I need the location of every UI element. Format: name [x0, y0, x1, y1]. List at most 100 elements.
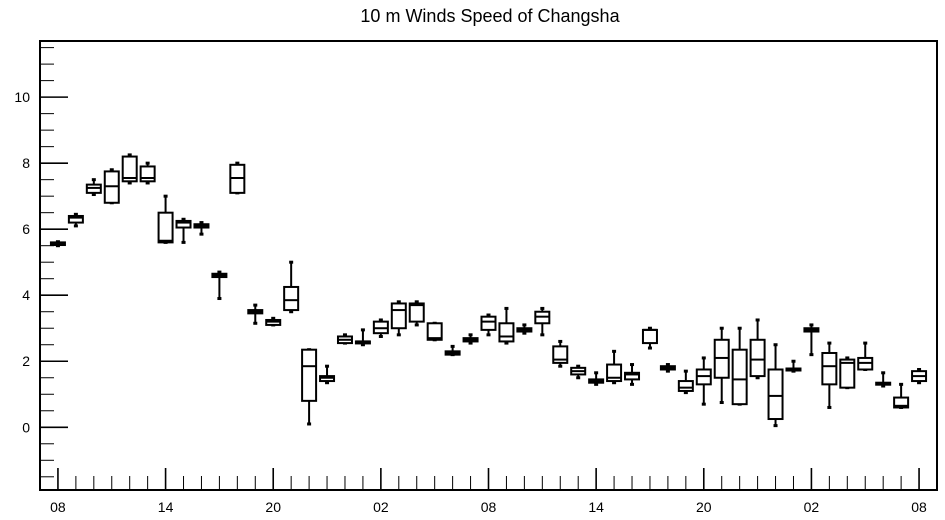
box-min-marker [127, 181, 132, 185]
box [301, 348, 318, 426]
box-max-marker [845, 356, 850, 360]
box-min-marker [612, 381, 617, 385]
box-min-marker [917, 381, 922, 385]
box [336, 333, 353, 345]
box-iqr [498, 322, 515, 343]
box [444, 344, 461, 357]
box [247, 303, 264, 325]
box [372, 318, 389, 338]
box-series [49, 153, 928, 428]
box [552, 339, 569, 368]
x-tick-label: 08 [911, 499, 927, 515]
box-max-marker [612, 349, 617, 353]
box [354, 328, 371, 347]
box-min-marker [683, 391, 688, 395]
box-min-marker [73, 224, 78, 228]
chart-title: 10 m Winds Speed of Changsha [360, 6, 620, 26]
box [283, 260, 300, 314]
box-max-marker [163, 194, 168, 198]
box [534, 306, 551, 337]
box-max-marker [289, 260, 294, 264]
box-min-marker [378, 334, 383, 338]
box-max-marker [755, 318, 760, 322]
box-min-marker [827, 405, 832, 409]
box-iqr [121, 155, 138, 183]
box-min-marker [755, 376, 760, 380]
box-iqr [839, 358, 856, 389]
box-iqr [390, 302, 407, 330]
box-min-marker [199, 232, 204, 236]
box [911, 367, 928, 385]
box-iqr [426, 322, 443, 341]
box-max-marker [665, 363, 670, 367]
box-min-marker [881, 384, 886, 388]
x-tick-label: 20 [696, 499, 712, 515]
box-max-marker [414, 300, 419, 304]
box [390, 300, 407, 337]
box [85, 178, 102, 197]
box [570, 364, 587, 380]
box-max-marker [325, 364, 330, 368]
box [498, 306, 515, 345]
box [588, 371, 605, 386]
box-max-marker [253, 303, 258, 307]
box-max-marker [594, 371, 599, 375]
box-min-marker [91, 193, 96, 197]
box-max-marker [468, 333, 473, 337]
box [408, 300, 425, 327]
box [839, 356, 856, 390]
x-tick-label: 02 [804, 499, 820, 515]
box [857, 341, 874, 371]
box [193, 221, 210, 236]
box [462, 333, 479, 345]
box-max-marker [558, 339, 563, 343]
y-axis: 0 2 4 6 8 10 [14, 47, 68, 478]
box-max-marker [235, 161, 240, 165]
box-min-marker [396, 333, 401, 337]
box-max-marker [450, 344, 455, 348]
y-tick-label: 4 [22, 287, 30, 303]
y-tick-label: 0 [22, 419, 30, 435]
x-tick-label: 08 [50, 499, 66, 515]
box [875, 371, 892, 388]
box-iqr [301, 348, 318, 402]
box [175, 217, 192, 244]
x-tick-label: 02 [373, 499, 389, 515]
box-max-marker [504, 306, 509, 310]
box-max-marker [360, 328, 365, 332]
box-iqr [157, 211, 174, 244]
box-iqr [408, 302, 425, 323]
box [157, 194, 174, 244]
box [659, 363, 676, 373]
box [67, 212, 84, 228]
box [695, 356, 712, 406]
box-max-marker [881, 371, 886, 375]
box-iqr [480, 315, 497, 331]
box-max-marker [486, 313, 491, 317]
box-max-marker [647, 326, 652, 330]
box-min-marker [253, 321, 258, 325]
x-axis: 08 14 20 02 08 14 20 02 08 [50, 468, 927, 515]
box-max-marker [342, 333, 347, 337]
box-min-marker [504, 341, 509, 345]
box [121, 153, 138, 185]
box-max-marker [791, 359, 796, 363]
y-tick-label: 6 [22, 221, 30, 237]
box-max-marker [630, 363, 635, 367]
box-min-marker [307, 422, 312, 426]
x-tick-label: 08 [481, 499, 497, 515]
box [803, 323, 820, 357]
box [731, 326, 748, 406]
box-iqr [624, 371, 641, 381]
box-min-marker [630, 382, 635, 386]
box-max-marker [91, 178, 96, 182]
box-min-marker [217, 297, 222, 301]
box-min-marker [773, 424, 778, 428]
box-max-marker [199, 221, 204, 225]
box [211, 270, 228, 301]
box [677, 369, 694, 395]
box-max-marker [217, 270, 222, 274]
box [641, 326, 658, 350]
box-max-marker [181, 217, 186, 221]
box [103, 168, 120, 205]
